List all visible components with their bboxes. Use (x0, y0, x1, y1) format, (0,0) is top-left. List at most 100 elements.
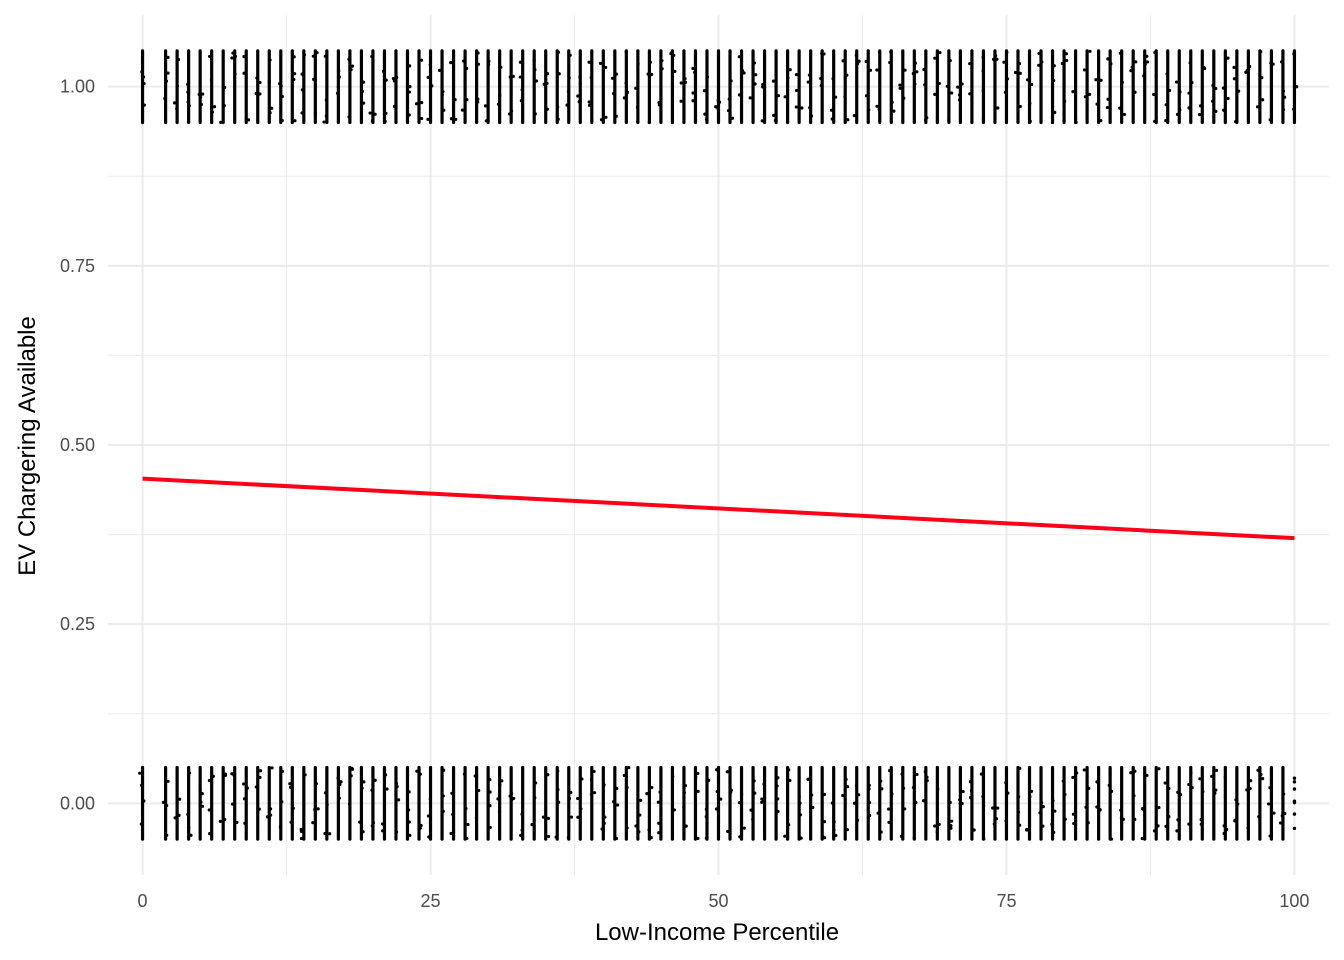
point-stack (704, 765, 711, 841)
data-point (819, 76, 823, 81)
data-point (323, 54, 327, 58)
y-tick-label: 1.00 (60, 77, 95, 97)
data-point (1244, 70, 1248, 74)
data-point (672, 53, 676, 57)
data-point (465, 836, 469, 840)
data-point (737, 801, 742, 805)
point-stack (645, 765, 654, 841)
data-point (925, 778, 929, 783)
data-point (488, 778, 492, 782)
data-point (142, 75, 146, 79)
data-point (852, 801, 857, 805)
data-point (507, 112, 512, 116)
data-point (914, 800, 918, 805)
data-point (1222, 108, 1226, 112)
data-point (1053, 809, 1057, 813)
data-point (323, 791, 328, 795)
data-point (242, 782, 246, 786)
data-point (1214, 768, 1219, 773)
point-stack (669, 49, 677, 125)
data-point (684, 824, 688, 828)
data-point (1143, 62, 1147, 66)
y-tick-label: 0.00 (60, 793, 95, 813)
point-stack (242, 765, 249, 841)
point-stack (278, 765, 284, 841)
data-point (604, 65, 608, 70)
point-stack (921, 765, 929, 841)
data-point (545, 71, 550, 76)
data-point (867, 801, 872, 805)
data-point (1060, 61, 1064, 66)
data-point (246, 118, 251, 122)
data-point (142, 799, 146, 803)
data-point (1295, 85, 1299, 89)
data-point (486, 62, 491, 66)
data-point (408, 85, 412, 89)
data-point (512, 796, 516, 801)
point-stack (682, 765, 688, 841)
data-point (532, 823, 536, 827)
data-point (453, 98, 457, 102)
data-point (1278, 821, 1283, 825)
data-point (846, 785, 850, 789)
data-point (1028, 101, 1032, 106)
data-point (948, 800, 952, 805)
data-point (611, 76, 615, 80)
point-stack (714, 49, 722, 125)
data-point (875, 68, 879, 72)
data-point (349, 68, 353, 72)
data-point (1029, 789, 1034, 793)
data-point (1106, 97, 1110, 101)
point-stack (634, 765, 643, 841)
data-point (288, 785, 293, 789)
data-point (1109, 837, 1114, 841)
data-point (915, 70, 919, 74)
data-point (1071, 812, 1076, 816)
data-point (520, 810, 525, 814)
data-point (199, 95, 203, 99)
data-point (311, 821, 315, 825)
data-point (845, 73, 849, 77)
data-point (1174, 80, 1179, 84)
data-point (1038, 811, 1042, 815)
point-stack (541, 765, 551, 841)
data-point (407, 820, 411, 824)
data-point (1175, 112, 1180, 117)
data-point (1178, 90, 1182, 94)
data-point (637, 830, 641, 834)
data-point (982, 837, 986, 841)
data-point (1272, 811, 1276, 815)
data-point (322, 120, 326, 124)
point-stack (726, 49, 735, 125)
data-point (627, 766, 631, 770)
point-stack (172, 49, 181, 125)
data-point (707, 778, 711, 782)
data-point (300, 88, 304, 92)
data-point (1140, 836, 1144, 841)
point-stack (254, 765, 263, 841)
data-point (636, 62, 640, 66)
data-point (1256, 768, 1260, 772)
data-point (1214, 109, 1218, 113)
data-point (797, 795, 801, 799)
data-point (508, 794, 512, 798)
point-stack (1118, 49, 1127, 125)
point-stack (968, 765, 976, 841)
data-point (496, 797, 500, 801)
data-point (830, 117, 834, 121)
data-point (280, 94, 284, 99)
point-stack (138, 765, 146, 841)
point-stack (774, 765, 780, 841)
data-point (533, 68, 537, 72)
point-stack (622, 765, 631, 841)
data-point (799, 836, 803, 840)
data-point (949, 826, 953, 830)
data-point (1187, 782, 1191, 787)
data-point (347, 57, 351, 61)
data-point (1154, 74, 1158, 78)
data-point (474, 775, 479, 779)
data-point (567, 76, 571, 80)
data-point (532, 58, 536, 62)
data-point (911, 71, 915, 76)
data-point (1030, 82, 1034, 87)
